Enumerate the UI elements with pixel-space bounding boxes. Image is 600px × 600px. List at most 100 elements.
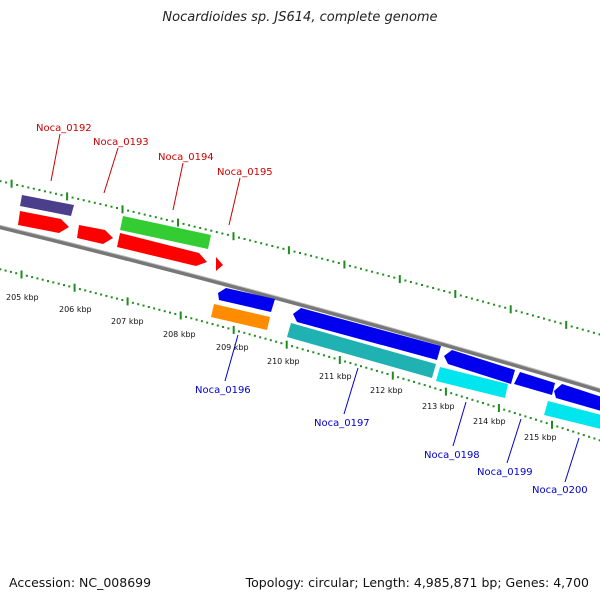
inner-scale-major-tick (391, 371, 394, 380)
inner-scale-minor-tick (439, 389, 442, 391)
outer-scale-minor-tick (293, 250, 296, 253)
inner-scale-minor-tick (487, 403, 490, 406)
gene-blue-5[interactable] (554, 384, 600, 412)
gene-cyan-1[interactable] (436, 367, 508, 398)
gene-label-noca-0199[interactable]: Noca_0199 (477, 467, 533, 478)
inner-scale-minor-tick (84, 289, 87, 292)
inner-scale-major-tick (444, 387, 447, 396)
outer-scale-minor-tick (32, 187, 35, 190)
inner-scale-minor-tick (529, 417, 532, 419)
gene-red-1[interactable] (18, 211, 69, 233)
outer-scale-minor-tick (365, 269, 368, 272)
outer-scale-major-tick (565, 320, 568, 329)
inner-scale-minor-tick (593, 437, 596, 440)
inner-scale-minor-tick (238, 330, 240, 333)
gene-purple[interactable] (20, 195, 74, 216)
inner-scale-minor-tick (375, 369, 378, 372)
gene-orange[interactable] (211, 304, 270, 330)
inner-scale-minor-tick (147, 306, 150, 308)
outer-scale-minor-tick (421, 284, 423, 286)
gene-blue-1[interactable] (218, 288, 275, 312)
outer-scale-minor-tick (99, 203, 102, 206)
scale-label: 209 kbp (216, 343, 249, 352)
gene-red-2[interactable] (77, 225, 113, 244)
inner-scale-minor-tick (556, 425, 559, 428)
outer-scale-minor-tick (16, 184, 19, 186)
outer-scale-minor-tick (254, 240, 257, 243)
outer-scale-minor-tick (5, 181, 8, 184)
gene-label-noca-0192[interactable]: Noca_0192 (36, 123, 92, 134)
outer-scale-major-tick (232, 232, 235, 241)
outer-scale-minor-tick (188, 224, 191, 227)
outer-scale-minor-tick (55, 192, 57, 195)
outer-scale-minor-tick (104, 204, 107, 207)
gene-label-noca-0200[interactable]: Noca_0200 (532, 485, 588, 496)
outer-scale-major-tick (454, 290, 457, 298)
gene-label-noca-0193[interactable]: Noca_0193 (93, 137, 149, 148)
inner-scale-minor-tick (476, 400, 479, 403)
inner-scale-minor-tick (561, 427, 564, 430)
inner-scale-minor-tick (195, 318, 198, 321)
gene-blue-4[interactable] (514, 372, 555, 395)
inner-scale-minor-tick (365, 366, 368, 369)
outer-scale-minor-tick (315, 256, 318, 259)
outer-scale-minor-tick (165, 218, 168, 221)
outer-scale-minor-tick (559, 322, 562, 325)
inner-scale-minor-tick (450, 392, 453, 395)
gene-cyan-2[interactable] (544, 401, 600, 430)
inner-scale-minor-tick (190, 317, 193, 320)
inner-scale-major-tick (285, 340, 288, 349)
scale-label: 207 kbp (111, 317, 144, 326)
inner-scale-major-tick (497, 404, 500, 412)
inner-scale-minor-tick (253, 334, 256, 337)
outer-scale-major-tick (177, 218, 179, 227)
inner-scale-minor-tick (227, 327, 230, 330)
gene-red-4[interactable] (216, 257, 223, 271)
gene-blue-3[interactable] (444, 350, 515, 384)
inner-scale-minor-tick (460, 395, 463, 398)
outer-scale-minor-tick (570, 325, 573, 328)
gene-label-noca-0196[interactable]: Noca_0196 (195, 385, 251, 396)
gene-label-noca-0195[interactable]: Noca_0195 (217, 167, 273, 178)
outer-scale-major-tick (509, 305, 512, 314)
gene-red-3[interactable] (117, 233, 207, 266)
scale-label: 206 kbp (59, 305, 92, 314)
gene-label-noca-0194[interactable]: Noca_0194 (158, 152, 214, 163)
outer-scale-minor-tick (520, 311, 523, 314)
outer-scale-minor-tick (127, 209, 130, 212)
gene-teal[interactable] (287, 323, 436, 378)
outer-scale-minor-tick (199, 227, 202, 229)
inner-scale-minor-tick (370, 368, 373, 371)
outer-scale-minor-tick (132, 210, 135, 213)
outer-scale-minor-tick (526, 312, 529, 315)
outer-scale-minor-tick (182, 222, 185, 225)
inner-scale-minor-tick (116, 297, 118, 300)
inner-scale-minor-tick (216, 324, 219, 327)
gene-label-noca-0198[interactable]: Noca_0198 (424, 450, 480, 461)
outer-scale-minor-tick (504, 306, 507, 309)
outer-scale-minor-tick (243, 238, 246, 240)
scale-label: 212 kbp (370, 386, 403, 395)
inner-scale-minor-tick (36, 277, 39, 280)
outer-scale-minor-tick (348, 264, 351, 267)
inner-scale-minor-tick (513, 412, 516, 414)
outer-scale-minor-tick (598, 333, 600, 336)
gene-label-noca-0197[interactable]: Noca_0197 (314, 418, 370, 429)
inner-scale-minor-tick (508, 410, 511, 413)
inner-scale-minor-tick (317, 352, 320, 355)
inner-scale-minor-tick (185, 315, 187, 318)
inner-scale-major-tick (551, 420, 553, 429)
inner-scale-major-tick (73, 283, 76, 292)
gene-green[interactable] (120, 216, 211, 249)
inner-scale-minor-tick (280, 342, 283, 345)
gene-blue-2[interactable] (293, 308, 441, 360)
leader-line (228, 177, 241, 226)
inner-scale-minor-tick (545, 422, 548, 425)
outer-scale-minor-tick (249, 239, 252, 242)
outer-scale-minor-tick (415, 282, 418, 285)
inner-scale-minor-tick (482, 402, 484, 404)
inner-scale-minor-tick (248, 333, 251, 336)
genome-summary-text: Topology: circular; Length: 4,985,871 bp… (245, 575, 589, 590)
inner-scale-major-tick (20, 270, 23, 279)
